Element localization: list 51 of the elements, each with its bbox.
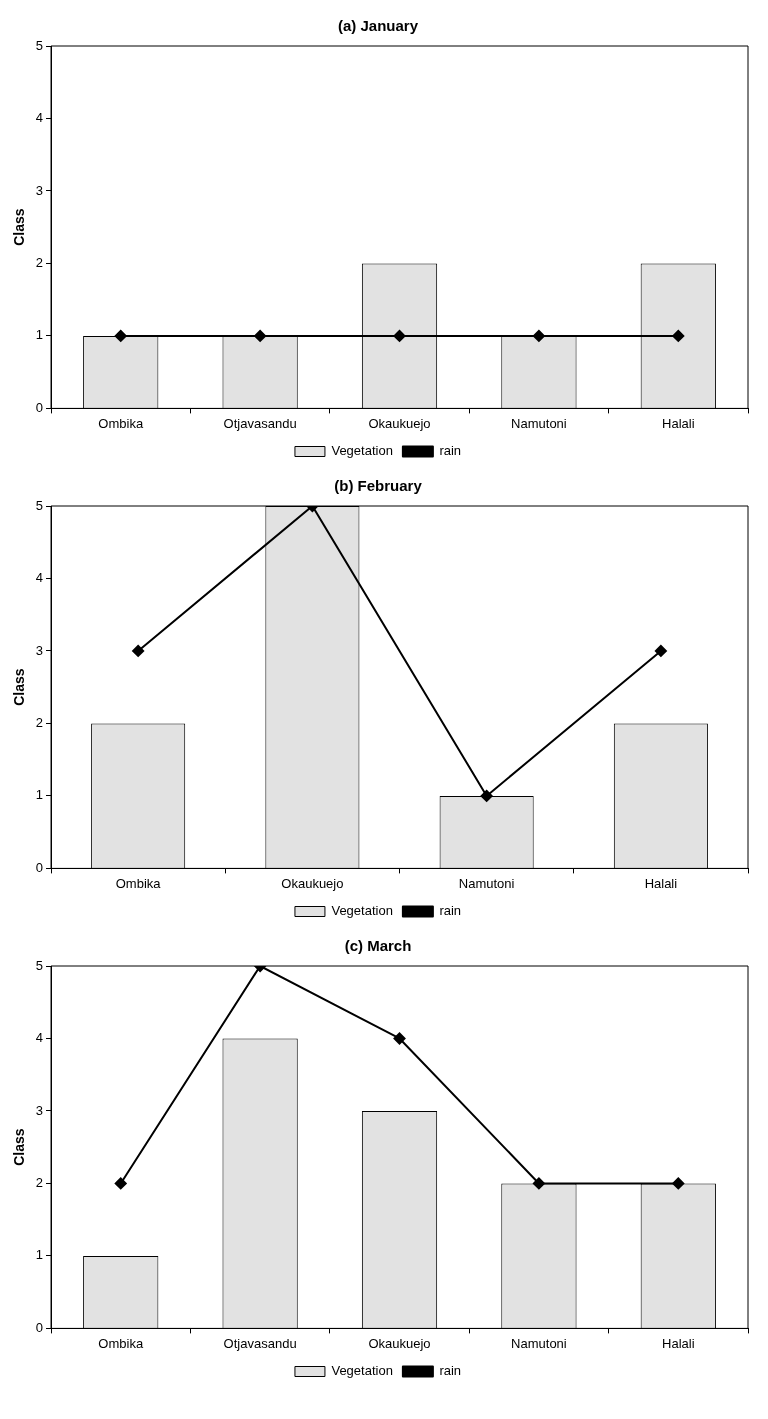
x-tick-label: Ombika bbox=[115, 875, 162, 891]
x-tick-label: Okaukuejo bbox=[368, 1335, 431, 1351]
point bbox=[672, 1177, 685, 1190]
point bbox=[393, 1032, 406, 1045]
y-tick-label: 1 bbox=[35, 327, 44, 343]
point bbox=[132, 644, 145, 657]
x-tick-label: Namutoni bbox=[458, 875, 515, 891]
point bbox=[532, 1177, 545, 1190]
legend-label: Vegetation bbox=[331, 443, 393, 459]
chart-title: (b) February bbox=[334, 477, 423, 495]
y-tick-label: 3 bbox=[35, 182, 44, 198]
y-tick-label: 4 bbox=[35, 570, 44, 586]
legend-label: Vegetation bbox=[331, 1363, 393, 1379]
x-tick-label: Halali bbox=[662, 415, 695, 431]
legend-label: rain bbox=[439, 903, 462, 919]
y-tick-label: 5 bbox=[35, 497, 44, 513]
x-tick-label: Ombika bbox=[98, 415, 144, 431]
y-tick-label: 4 bbox=[35, 110, 44, 126]
x-tick-label: Okaukuejo bbox=[368, 415, 431, 431]
x-tick-label: Namutoni bbox=[511, 415, 567, 431]
y-tick-label: 3 bbox=[35, 1102, 44, 1118]
y-axis-title: Class bbox=[11, 668, 28, 706]
x-tick-label: Namutoni bbox=[511, 1335, 567, 1351]
x-tick-label: Halali bbox=[662, 1335, 695, 1351]
y-tick-label: 5 bbox=[35, 957, 44, 973]
y-axis-title: Class bbox=[11, 208, 28, 246]
y-tick-label: 2 bbox=[35, 715, 44, 731]
y-tick-label: 0 bbox=[35, 859, 44, 875]
point bbox=[480, 789, 493, 802]
x-tick-label: Okaukuejo bbox=[281, 875, 344, 891]
legend-label: rain bbox=[439, 443, 462, 459]
point bbox=[114, 1177, 127, 1190]
chart-title: (c) March bbox=[344, 937, 412, 955]
y-tick-label: 2 bbox=[35, 255, 44, 271]
x-tick-label: Otjavasandu bbox=[223, 1335, 297, 1351]
y-tick-label: 2 bbox=[35, 1175, 44, 1191]
y-tick-label: 4 bbox=[35, 1030, 44, 1046]
y-axis-title: Class bbox=[11, 1128, 28, 1166]
point bbox=[654, 644, 667, 657]
x-tick-label: Halali bbox=[644, 875, 678, 891]
y-tick-label: 0 bbox=[35, 1319, 44, 1335]
y-tick-label: 3 bbox=[35, 642, 44, 658]
x-tick-label: Ombika bbox=[98, 1335, 144, 1351]
legend-label: rain bbox=[439, 1363, 462, 1379]
y-tick-label: 1 bbox=[35, 1247, 44, 1263]
y-tick-label: 0 bbox=[35, 399, 44, 415]
y-tick-label: 5 bbox=[35, 37, 44, 53]
y-tick-label: 1 bbox=[35, 787, 44, 803]
x-tick-label: Otjavasandu bbox=[223, 415, 297, 431]
legend-label: Vegetation bbox=[331, 903, 393, 919]
chart-title: (a) January bbox=[337, 17, 419, 35]
